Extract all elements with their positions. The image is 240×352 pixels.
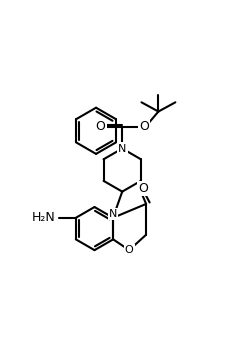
Text: O: O	[125, 245, 133, 255]
Text: N: N	[118, 144, 126, 153]
Text: O: O	[138, 182, 148, 195]
Text: H₂N: H₂N	[31, 211, 55, 224]
Text: N: N	[109, 209, 117, 219]
Text: O: O	[96, 120, 106, 133]
Text: O: O	[139, 120, 149, 133]
